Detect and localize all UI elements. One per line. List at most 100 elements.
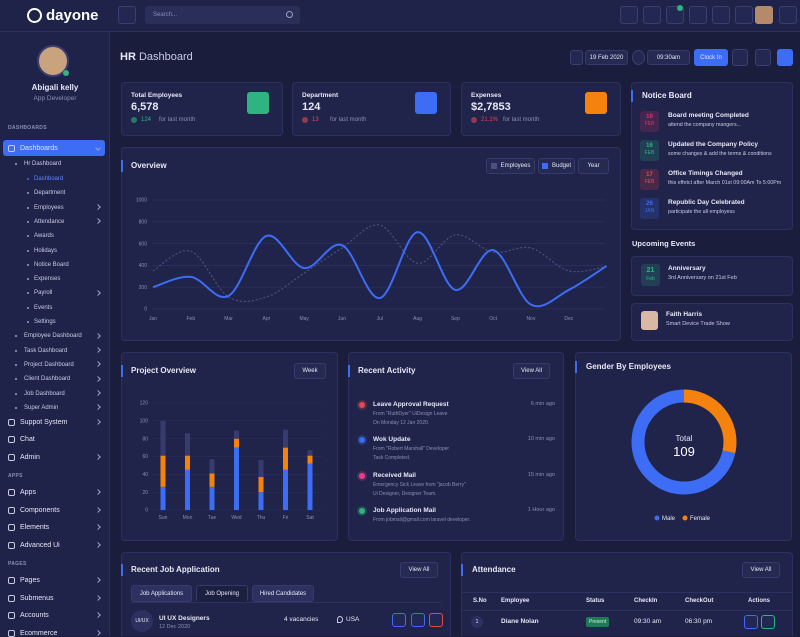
info-button[interactable]: [777, 49, 793, 66]
phone-button[interactable]: [755, 49, 771, 66]
submenu-item[interactable]: Super Admin: [24, 404, 59, 411]
user-role: App Developer: [33, 95, 77, 102]
approve-button[interactable]: [392, 613, 406, 627]
menu-bullet: [27, 178, 29, 180]
card-title: Project Overview: [131, 366, 196, 375]
menu-item[interactable]: Suppot System: [20, 418, 68, 426]
tab-active[interactable]: Job Opening: [196, 585, 248, 602]
activity-title: Received Mail: [373, 471, 416, 479]
divider: [462, 610, 792, 611]
range-dropdown[interactable]: Week: [294, 363, 326, 379]
menu-item[interactable]: Advanced Ui: [20, 541, 60, 549]
menu-item[interactable]: Ecommerce: [20, 629, 58, 637]
page-title: HR Dashboard: [120, 52, 193, 63]
range-dropdown[interactable]: Year: [578, 158, 609, 174]
menu-item[interactable]: Elements: [20, 524, 50, 532]
job-location: USA: [346, 616, 360, 623]
top-icon[interactable]: [712, 6, 730, 24]
table-header: CheckIn: [634, 598, 658, 604]
submenu-item[interactable]: Payroll: [34, 290, 53, 297]
activity-text: Ui Designer, Designer Team.: [373, 490, 437, 497]
submenu-item[interactable]: Project Dashboard: [24, 361, 74, 368]
menu-item[interactable]: Dashboards: [20, 144, 58, 152]
brand[interactable]: dayone: [46, 7, 99, 24]
divider: [131, 602, 441, 603]
date-field[interactable]: 19 Feb 2020: [585, 50, 628, 65]
submenu-item[interactable]: Holidays: [34, 247, 58, 254]
tab[interactable]: Hired Candidates: [252, 585, 314, 602]
stat-change: 21.1%: [481, 117, 499, 123]
action-button[interactable]: [744, 615, 758, 629]
event-text: Smart Device Trade Show: [666, 321, 730, 327]
settings-icon[interactable]: [779, 6, 797, 24]
view-all-button[interactable]: View All: [400, 562, 438, 578]
calendar-icon[interactable]: [570, 50, 583, 65]
accent: [121, 564, 123, 576]
action-button[interactable]: [761, 615, 775, 629]
menu-item[interactable]: Components: [20, 506, 60, 514]
view-all-button[interactable]: View All: [742, 562, 780, 578]
menu-item[interactable]: Apps: [20, 489, 36, 497]
submenu-item[interactable]: Hr Dashboard: [24, 160, 62, 167]
notice-badge: [640, 111, 659, 132]
notice-title: Updated the Company Policy: [668, 141, 758, 148]
menu-bullet: [27, 220, 29, 223]
location-icon: [337, 616, 343, 623]
sidebar: [0, 32, 110, 636]
menu-item[interactable]: Chat: [20, 436, 35, 444]
notice-title: Office Timings Changed: [668, 170, 743, 177]
clock-icon[interactable]: [632, 50, 645, 65]
submenu-item[interactable]: Task Dashboard: [24, 347, 68, 354]
top-avatar[interactable]: [755, 6, 773, 24]
submenu-item[interactable]: Expenses: [34, 276, 61, 283]
event-card: [631, 303, 793, 341]
submenu-item[interactable]: Job Dashboard: [24, 390, 65, 397]
activity-dot: [359, 402, 365, 408]
submenu-item[interactable]: Employees: [34, 204, 64, 211]
menu-toggle[interactable]: [118, 6, 136, 24]
submenu-item[interactable]: Client Dashboard: [24, 376, 71, 383]
logo-icon[interactable]: [27, 8, 42, 23]
top-icon[interactable]: [689, 6, 707, 24]
submenu-item[interactable]: Department: [34, 190, 66, 197]
submenu-item[interactable]: Employee Dashboard: [24, 333, 82, 340]
table-cell: Diane Nolan: [501, 618, 539, 625]
submenu-item[interactable]: Settings: [34, 319, 56, 325]
menu-icon: [8, 577, 15, 585]
submenu-item[interactable]: Attendance: [34, 218, 65, 225]
time-field[interactable]: 09:30am: [647, 50, 690, 65]
legend-item[interactable]: Budget: [538, 158, 575, 174]
search-icon[interactable]: [286, 11, 293, 18]
submenu-item[interactable]: Dashboard: [34, 176, 64, 182]
menu-item-active[interactable]: [3, 140, 105, 156]
activity-dot: [359, 437, 365, 444]
menu-icon: [8, 524, 15, 532]
menu-item[interactable]: Accounts: [20, 612, 49, 620]
menu-item[interactable]: Admin: [20, 453, 40, 461]
legend-item[interactable]: Employees: [486, 158, 535, 174]
top-icon[interactable]: [620, 6, 638, 24]
legend-label: Employees: [500, 163, 531, 169]
submenu-item[interactable]: Events: [34, 304, 53, 311]
job-title: UI UX Designers: [159, 615, 210, 622]
menu-item[interactable]: Pages: [20, 577, 40, 585]
menu-icon: [8, 594, 15, 602]
reject-button[interactable]: [429, 613, 443, 627]
top-icon[interactable]: [643, 6, 661, 24]
top-icon[interactable]: [735, 6, 753, 24]
submenu-item[interactable]: Notice Board: [34, 261, 69, 268]
card-title: Notice Board: [642, 91, 692, 100]
search-box[interactable]: [145, 6, 300, 24]
tab[interactable]: Job Applications: [131, 585, 192, 602]
clock-in-button[interactable]: Clock In: [694, 49, 728, 66]
submenu-item[interactable]: Awards: [34, 233, 54, 240]
menu-item[interactable]: Submenus: [20, 594, 54, 602]
change-icon: [471, 117, 477, 123]
mail-button[interactable]: [732, 49, 748, 66]
view-all-button[interactable]: View All: [513, 363, 550, 379]
event-text: 3rd Anniversary on 21st Feb: [668, 275, 737, 281]
activity-text: From jobmail@gmail.com laravel developer…: [373, 516, 471, 523]
activity-text: On Monday 12 Jan 2020.: [373, 420, 430, 426]
info-button[interactable]: [411, 613, 425, 627]
card-title: Recent Job Application: [131, 565, 220, 574]
